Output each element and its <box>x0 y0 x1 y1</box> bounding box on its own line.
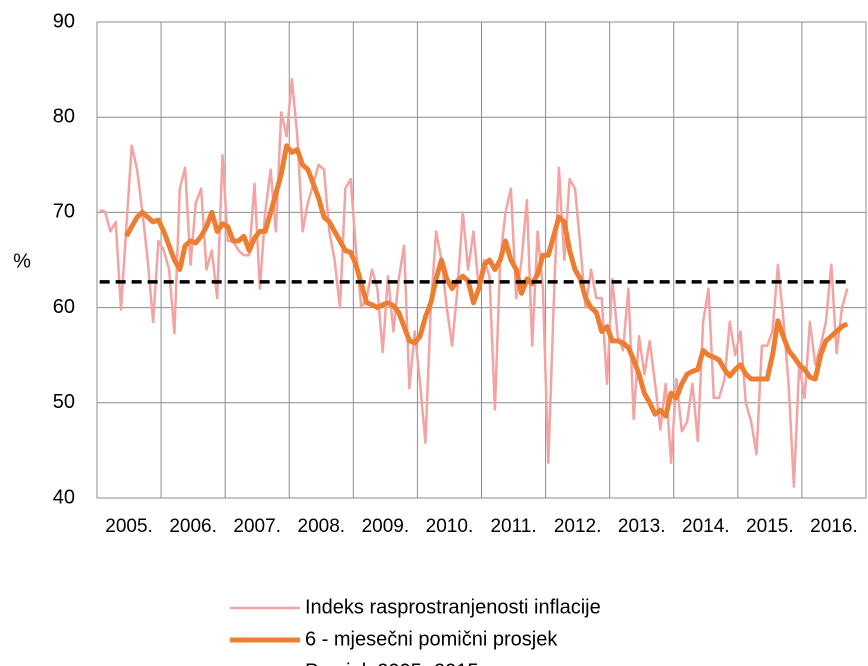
legend-label: Indeks rasprostranjenosti inflacije <box>305 596 601 618</box>
x-tick-label: 2013. <box>618 516 666 537</box>
legend-label: 6 - mjesečni pomični prosjek <box>305 628 558 650</box>
series-line <box>99 77 849 488</box>
x-tick-label: 2015. <box>746 516 794 537</box>
y-tick-label: 40 <box>53 486 75 508</box>
y-tick-label: 90 <box>53 10 75 32</box>
x-tick-label: 2011. <box>490 516 536 537</box>
y-tick-label: 60 <box>53 296 75 318</box>
plot-frame <box>96 21 867 499</box>
series-line <box>124 143 849 419</box>
x-tick-label: 2007. <box>233 516 281 537</box>
x-tick-label: 2016. <box>810 516 858 537</box>
legend-label: Prosjek 2005.-2015. <box>305 660 484 666</box>
y-tick-label: 70 <box>53 201 75 223</box>
x-tick-label: 2005. <box>105 516 153 537</box>
x-tick-label: 2014. <box>682 516 730 537</box>
y-tick-label: 50 <box>53 391 75 413</box>
x-tick-label: 2006. <box>169 516 217 537</box>
x-tick-label: 2012. <box>554 516 602 537</box>
y-tick-label: 80 <box>53 105 75 127</box>
y-axis-label: % <box>13 250 31 272</box>
x-tick-label: 2009. <box>362 516 410 537</box>
x-tick-label: 2008. <box>298 516 346 537</box>
x-tick-label: 2010. <box>426 516 474 537</box>
